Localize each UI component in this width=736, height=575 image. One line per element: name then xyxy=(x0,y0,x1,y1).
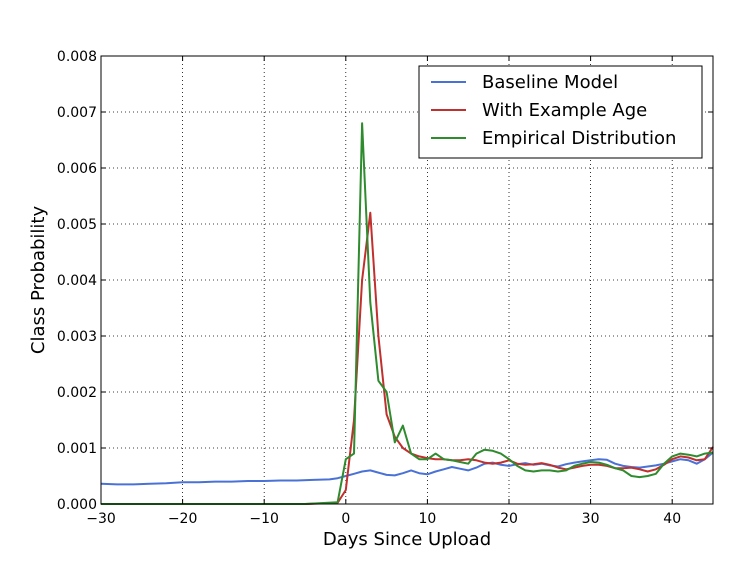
x-tick-label: −20 xyxy=(168,511,198,527)
x-tick-label: 40 xyxy=(663,511,681,527)
y-tick-label: 0.006 xyxy=(57,161,97,177)
axis-ticks: −30 −20 −10 0 10 20 30 40 0.000 0.001 0.002 0.003 0.… xyxy=(57,49,713,527)
y-tick-label: 0.008 xyxy=(57,49,97,65)
series-line-3 xyxy=(101,122,714,505)
y-tick-label: 0.007 xyxy=(57,105,97,121)
x-tick-label: −10 xyxy=(249,511,279,527)
y-tick-label: 0.005 xyxy=(57,217,97,233)
x-axis-label: Days Since Upload xyxy=(323,529,491,550)
legend-box xyxy=(418,65,703,159)
x-tick-label: 20 xyxy=(500,511,518,527)
legend-label-2: With Example Age xyxy=(482,100,647,121)
legend: Baseline Model With Example Age Empirical … xyxy=(418,65,703,159)
legend-label-1: Baseline Model xyxy=(482,72,618,93)
y-tick-label: 0.000 xyxy=(57,497,97,513)
y-tick-label: 0.004 xyxy=(57,273,97,289)
series-line-2 xyxy=(101,211,714,505)
y-tick-label: 0.002 xyxy=(57,385,97,401)
x-tick-label: 0 xyxy=(341,511,350,527)
y-axis-label: Class Probability xyxy=(28,206,49,355)
series-lines xyxy=(100,122,714,505)
legend-label-3: Empirical Distribution xyxy=(482,128,676,149)
y-tick-label: 0.003 xyxy=(57,329,97,345)
y-tick-label: 0.001 xyxy=(57,441,97,457)
x-tick-label: −30 xyxy=(86,511,116,527)
x-tick-label: 30 xyxy=(582,511,600,527)
x-tick-label: 10 xyxy=(418,511,436,527)
